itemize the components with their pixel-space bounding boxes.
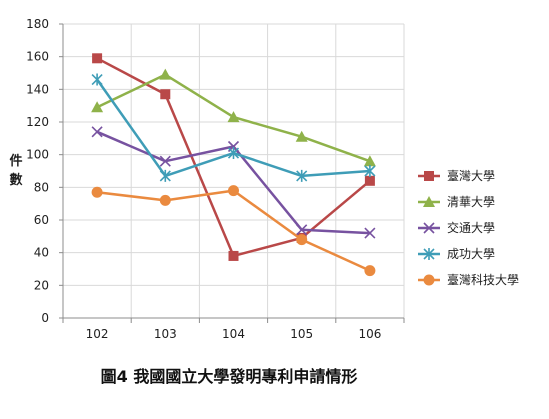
data-point	[91, 126, 103, 138]
legend-item: 清華大學	[418, 195, 495, 209]
y-tick-label: 160	[26, 50, 49, 64]
y-tick-label: 120	[26, 115, 49, 129]
data-point	[296, 224, 308, 236]
data-point	[160, 89, 171, 100]
legend-item: 成功大學	[418, 247, 495, 261]
y-axis-title: 件 數	[9, 153, 22, 188]
data-point	[91, 73, 103, 86]
data-point	[159, 194, 171, 206]
axes: 0 20 40 60 80 100 120 140 160 180 102 103 104 105 106	[26, 17, 405, 341]
legend-swatch-marker	[423, 196, 435, 207]
x-tick-label: 104	[222, 327, 245, 341]
y-tick-label: 0	[41, 311, 49, 325]
data-point	[92, 53, 103, 64]
data-point	[364, 227, 376, 239]
figure-caption: 圖4 我國國立大學發明專利申請情形	[101, 367, 358, 386]
y-tick-label: 60	[34, 213, 49, 227]
legend-label: 臺灣科技大學	[447, 272, 519, 287]
legend-item: 臺灣大學	[418, 168, 495, 183]
data-point	[364, 265, 376, 277]
data-point	[296, 234, 308, 246]
x-tick-label: 102	[86, 327, 109, 341]
series-4	[91, 73, 376, 182]
x-tick-label: 106	[358, 327, 381, 341]
data-point	[159, 68, 172, 80]
y-tick-label: 40	[34, 246, 49, 260]
data-point	[228, 250, 239, 261]
legend-label: 臺灣大學	[447, 168, 495, 183]
data-point	[363, 155, 376, 167]
data-point	[91, 101, 104, 113]
data-point	[159, 155, 171, 167]
legend-item: 臺灣科技大學	[418, 272, 519, 287]
legend-swatch-marker	[423, 222, 435, 234]
x-tick-label: 105	[290, 327, 313, 341]
legend-item: 交通大學	[418, 220, 495, 235]
data-point	[364, 175, 375, 186]
data-point	[296, 169, 308, 182]
legend-label: 清華大學	[447, 195, 495, 209]
series-3	[91, 126, 376, 239]
legend-label: 成功大學	[447, 247, 495, 261]
legend-swatch-marker	[423, 274, 435, 286]
legend-swatch-marker	[424, 171, 434, 181]
y-tick-label: 140	[26, 82, 49, 96]
legend-swatch-marker	[423, 248, 435, 260]
data-point	[159, 169, 171, 182]
series-2	[91, 68, 376, 167]
x-tick-label: 103	[154, 327, 177, 341]
y-axis-title-part-2: 數	[9, 172, 22, 188]
series-lines	[91, 53, 376, 277]
data-point	[364, 165, 376, 177]
data-point	[227, 111, 240, 123]
data-point	[228, 185, 239, 197]
y-tick-label: 80	[34, 180, 49, 194]
y-tick-label: 20	[34, 278, 49, 292]
series-5	[91, 185, 376, 277]
y-axis-title-part-1: 件	[9, 153, 22, 169]
data-point	[91, 186, 103, 198]
data-point	[227, 147, 240, 160]
data-point	[295, 130, 308, 142]
legend-label: 交通大學	[447, 220, 495, 235]
y-tick-label: 180	[26, 17, 49, 31]
y-tick-label: 100	[26, 148, 49, 162]
